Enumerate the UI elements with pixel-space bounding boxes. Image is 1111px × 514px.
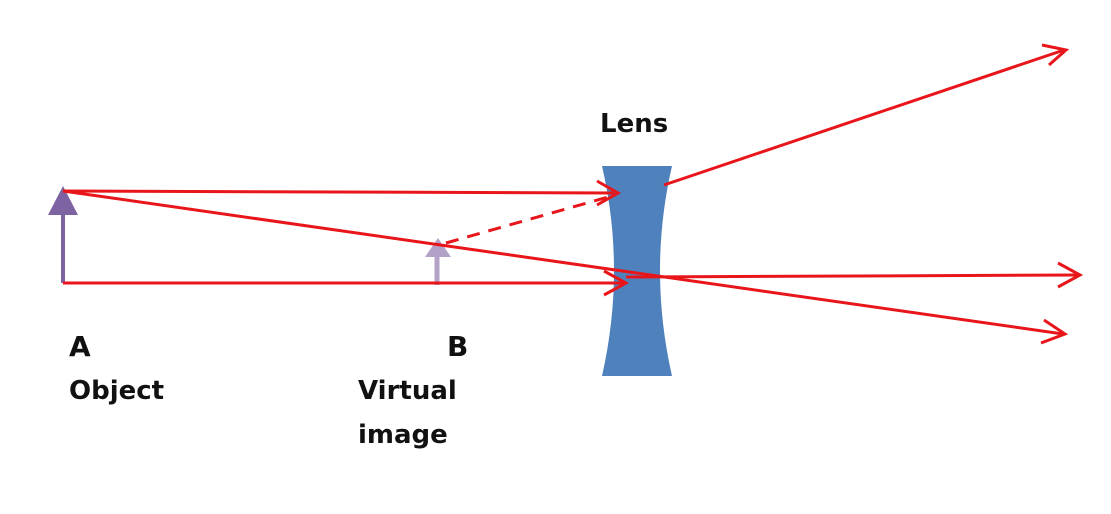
ray-axis — [63, 261, 1084, 297]
concave-lens — [602, 166, 672, 376]
lens-label: Lens — [600, 109, 669, 139]
ray-parallel-top — [62, 179, 622, 207]
object-arrow — [48, 186, 78, 283]
point-a-label: A — [69, 330, 91, 363]
virtual-image-arrow — [425, 238, 451, 285]
object-label: Object — [69, 376, 165, 406]
ray-refracted-upper — [663, 43, 1070, 187]
point-b-label: B — [447, 330, 469, 363]
virtual-label: Virtual — [358, 376, 457, 406]
ray-through-centre — [62, 189, 1069, 345]
image-label: image — [358, 420, 448, 450]
ray-virtual-extension — [445, 195, 609, 245]
